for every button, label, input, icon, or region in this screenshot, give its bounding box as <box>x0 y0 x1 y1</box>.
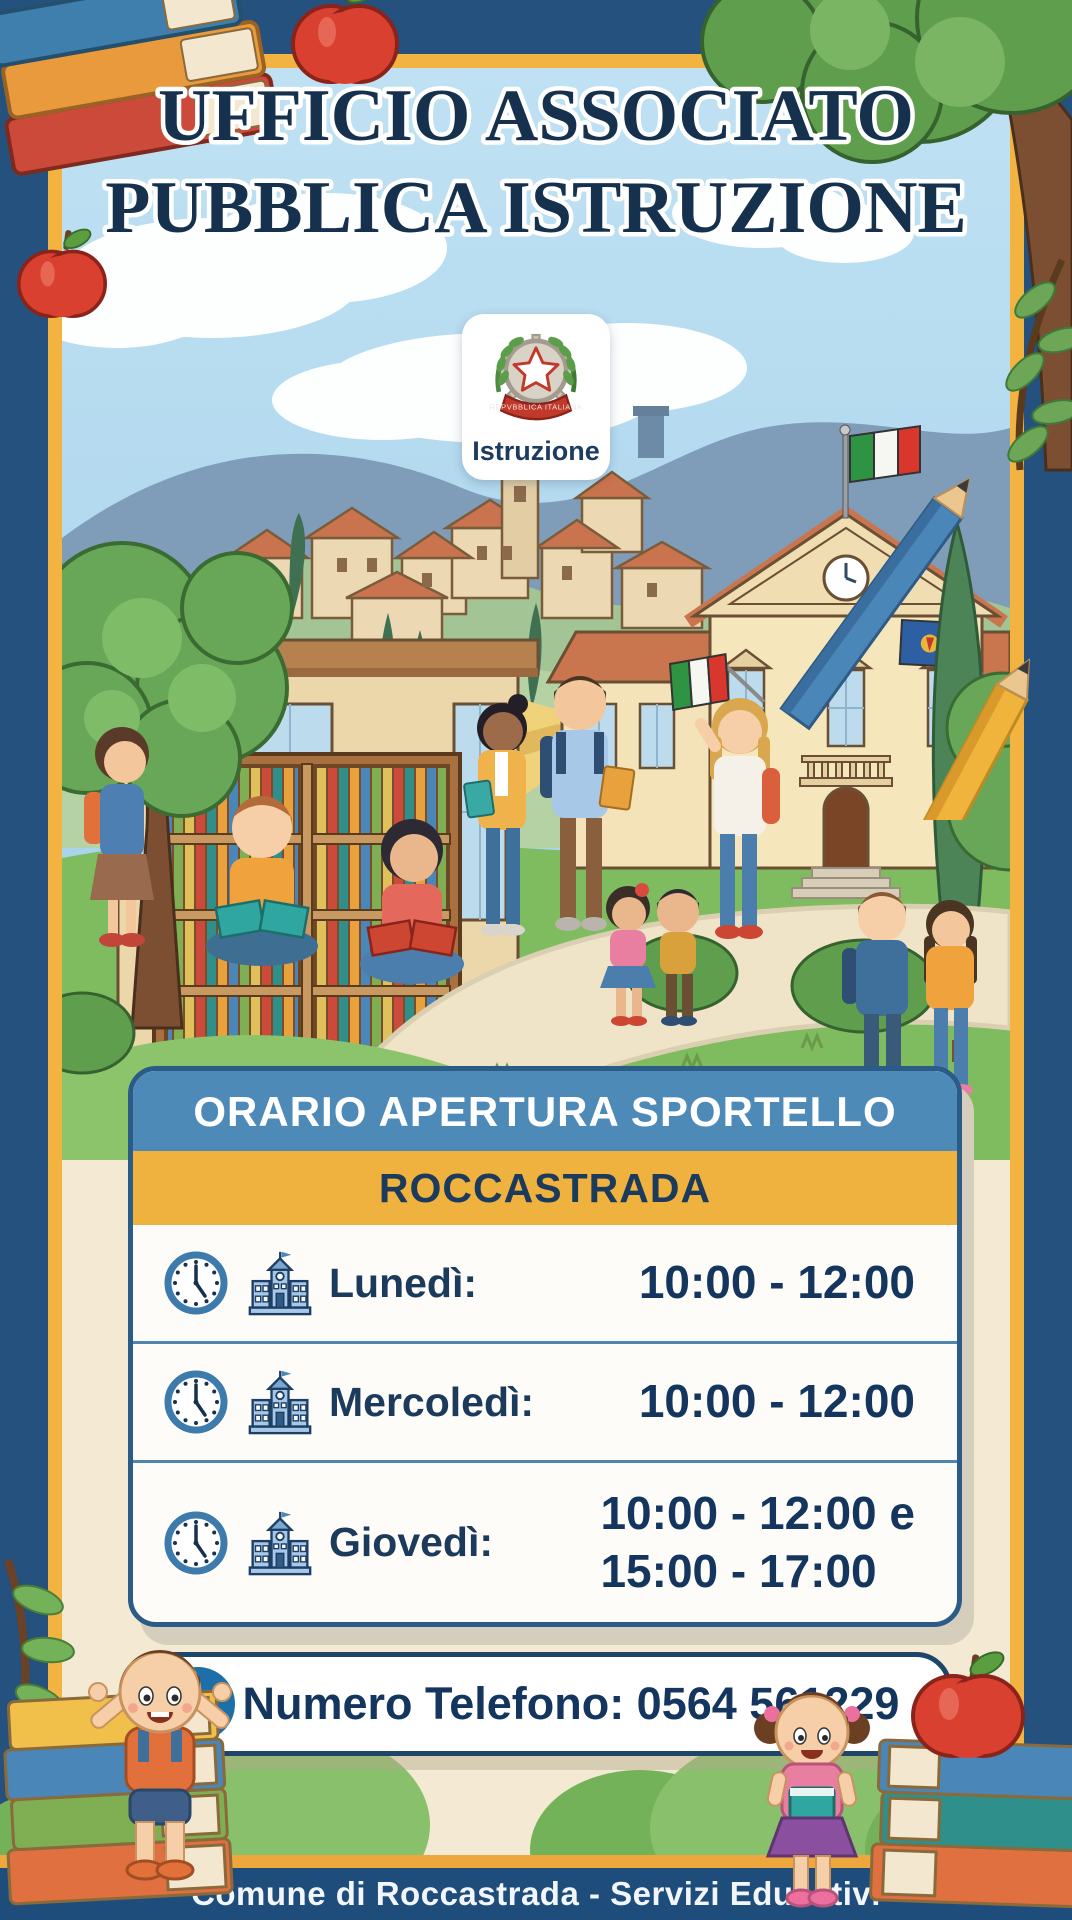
title-line-2: PUBBLICA ISTRUZIONE <box>105 167 967 249</box>
clock-icon <box>164 1370 228 1434</box>
book-stack-icon <box>869 1738 1072 1909</box>
student-sitting-boy <box>206 796 318 966</box>
student-sitting-girl <box>360 819 464 984</box>
girl-cartoon <box>754 1692 870 1908</box>
school-icon <box>248 1370 312 1435</box>
time-value: 10:00 - 12:00 <box>639 1254 929 1312</box>
emblem-ribbon-text: REPVBBLICA ITALIANA <box>490 402 583 411</box>
facade-italian-flag-icon <box>668 653 766 712</box>
school-door <box>822 786 870 870</box>
time-value: 10:00 - 12:00 e 15:00 - 17:00 <box>600 1485 929 1600</box>
pencil-icon <box>779 476 1031 820</box>
italian-flag-icon <box>839 424 921 519</box>
schedule-row-wednesday: Mercoledì: 10:00 - 12:00 <box>133 1341 957 1460</box>
student-woman <box>84 727 154 947</box>
leaf-branch-icon <box>1005 258 1072 471</box>
poster-title: UFFICIO ASSOCIATO PUBBLICA ISTRUZIONE <box>101 72 972 254</box>
school-clock-icon <box>822 554 870 602</box>
time-line: 10:00 - 12:00 e <box>600 1487 915 1539</box>
schedule-header: ORARIO APERTURA SPORTELLO <box>133 1071 957 1151</box>
front-decorations <box>3 1650 1072 1909</box>
footer-text: Comune di Roccastrada - Servizi Educativ… <box>191 1875 881 1912</box>
schedule-row-thursday: Giovedì: 10:00 - 12:00 e 15:00 - 17:00 <box>133 1460 957 1622</box>
schedule-panel: ORARIO APERTURA SPORTELLO ROCCASTRADA <box>128 1066 962 1627</box>
student-small-girl <box>600 883 656 1026</box>
balcony <box>799 755 893 787</box>
day-label: Lunedì: <box>329 1259 478 1306</box>
apple-icon <box>16 228 108 319</box>
apple-icon <box>911 1651 1025 1758</box>
students <box>84 676 977 1105</box>
time-line: 10:00 - 12:00 <box>638 1375 915 1428</box>
day-label: Mercoledì: <box>329 1378 535 1425</box>
school-icon <box>248 1511 312 1575</box>
schedule-row-monday: Lunedì: 10:00 - 12:00 <box>133 1225 957 1341</box>
school-icon <box>248 1251 312 1316</box>
schedule-location: ROCCASTRADA <box>133 1151 957 1225</box>
logo-label: Istruzione <box>472 436 600 466</box>
time-line: 15:00 - 17:00 <box>600 1544 877 1597</box>
clock-icon <box>164 1511 228 1574</box>
time-line: 10:00 - 12:00 <box>638 1256 915 1309</box>
book-stack-icon <box>0 0 280 176</box>
title-line-1: UFFICIO ASSOCIATO <box>158 75 914 157</box>
day-label: Giovedì: <box>329 1519 494 1565</box>
book-stack-icon <box>3 1689 234 1906</box>
student-blonde-girl <box>695 698 780 939</box>
logo-card: REPVBBLICA ITALIANA Istruzione <box>462 314 610 480</box>
time-value: 10:00 - 12:00 <box>639 1373 929 1431</box>
italian-republic-emblem-icon: REPVBBLICA ITALIANA <box>490 333 583 421</box>
school-steps <box>791 867 901 899</box>
clock-icon <box>164 1251 228 1315</box>
apple-icon <box>291 0 399 84</box>
boy-cartoon <box>88 1650 232 1881</box>
tree-icon <box>700 0 1072 472</box>
student-standing-man <box>540 676 636 931</box>
student-small-boy <box>657 889 699 1026</box>
student-orange-girl <box>924 900 977 1096</box>
top-decorations <box>0 0 1072 820</box>
student-standing-girl <box>463 694 528 936</box>
hilltop-town <box>221 440 713 660</box>
